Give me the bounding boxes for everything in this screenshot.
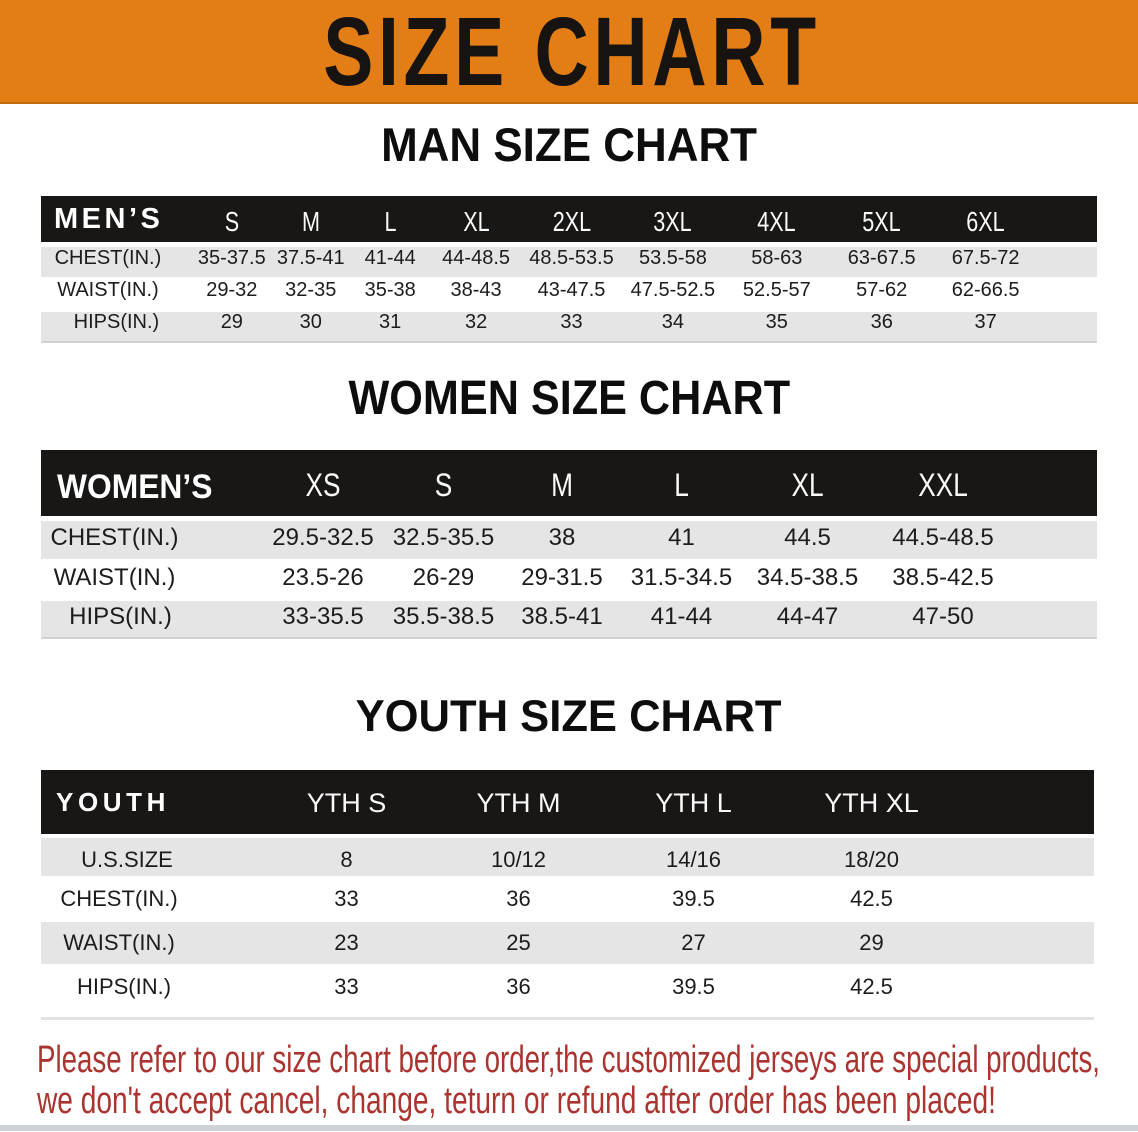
- svg-text:we don't accept cancel, change: we don't accept cancel, change, teturn o…: [36, 1080, 996, 1122]
- svg-text:Please refer to our size chart: Please refer to our size chart before or…: [37, 1039, 1100, 1081]
